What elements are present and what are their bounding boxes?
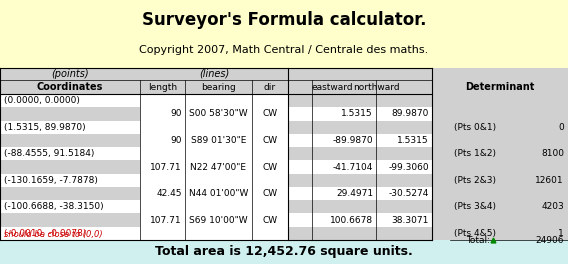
Text: 4203: 4203 [541, 202, 564, 211]
Text: S00 58'30"W: S00 58'30"W [189, 109, 248, 119]
Text: (1.5315, 89.9870): (1.5315, 89.9870) [4, 123, 86, 132]
Text: CW: CW [262, 163, 278, 172]
Text: eastward: eastward [311, 82, 353, 92]
Text: CW: CW [262, 136, 278, 145]
Bar [0, 68, 568, 240]
Text: 90: 90 [170, 136, 182, 145]
Bar [0, 121, 288, 134]
Text: (Pts 1&2): (Pts 1&2) [454, 149, 496, 158]
Text: 107.71: 107.71 [151, 163, 182, 172]
Text: Total area is 12,452.76 square units.: Total area is 12,452.76 square units. [155, 246, 413, 258]
Text: 90: 90 [170, 109, 182, 119]
Text: -99.3060: -99.3060 [389, 163, 429, 172]
Text: 29.4971: 29.4971 [336, 189, 373, 198]
Text: 24906: 24906 [536, 235, 564, 244]
Bar [140, 107, 288, 121]
Text: (0.0000, 0.0000): (0.0000, 0.0000) [4, 96, 80, 105]
Text: N22 47'00"E: N22 47'00"E [190, 163, 247, 172]
Text: (-100.6688, -38.3150): (-100.6688, -38.3150) [4, 202, 103, 211]
Bar [0, 200, 288, 214]
Text: Coordinates: Coordinates [37, 82, 103, 92]
Text: (Pts 2&3): (Pts 2&3) [454, 176, 496, 185]
Text: -30.5274: -30.5274 [389, 189, 429, 198]
Text: S89 01'30"E: S89 01'30"E [191, 136, 246, 145]
Text: 42.45: 42.45 [157, 189, 182, 198]
Text: 12601: 12601 [536, 176, 564, 185]
Text: Determinant: Determinant [465, 82, 534, 92]
Text: 107.71: 107.71 [151, 216, 182, 225]
Bar [140, 160, 288, 174]
Text: -41.7104: -41.7104 [333, 163, 373, 172]
Text: CW: CW [262, 216, 278, 225]
Text: -89.9870: -89.9870 [332, 136, 373, 145]
Text: 0: 0 [558, 123, 564, 132]
Text: bearing: bearing [201, 82, 236, 92]
Text: (Pts 0&1): (Pts 0&1) [454, 123, 496, 132]
Text: Total:: Total: [466, 235, 490, 244]
Text: N44 01'00"W: N44 01'00"W [189, 189, 248, 198]
Bar [0, 227, 288, 240]
Bar [288, 214, 432, 227]
Text: (-0.0010, -0.0078): (-0.0010, -0.0078) [4, 229, 86, 238]
Text: northward: northward [353, 82, 399, 92]
Bar [0, 147, 288, 160]
Text: (-88.4555, 91.5184): (-88.4555, 91.5184) [4, 149, 94, 158]
Text: (Pts 3&4): (Pts 3&4) [454, 202, 496, 211]
Bar [288, 134, 432, 147]
Text: CW: CW [262, 189, 278, 198]
Bar [288, 160, 432, 174]
Text: (lines): (lines) [199, 69, 229, 79]
Bar [0, 240, 568, 264]
Bar [140, 134, 288, 147]
Bar [0, 0, 568, 68]
Bar [140, 187, 288, 200]
Text: Surveyor's Formula calculator.: Surveyor's Formula calculator. [142, 11, 426, 29]
Text: 1: 1 [558, 229, 564, 238]
Text: 1.5315: 1.5315 [398, 136, 429, 145]
Bar [288, 107, 432, 121]
Text: CW: CW [262, 109, 278, 119]
Text: (points): (points) [51, 69, 89, 79]
Bar [0, 174, 288, 187]
Text: Copyright 2007, Math Central / Centrale des maths.: Copyright 2007, Math Central / Centrale … [139, 45, 429, 55]
Text: 1.5315: 1.5315 [341, 109, 373, 119]
Text: 100.6678: 100.6678 [330, 216, 373, 225]
Text: (-130.1659, -7.7878): (-130.1659, -7.7878) [4, 176, 98, 185]
Text: 8100: 8100 [541, 149, 564, 158]
Bar [288, 187, 432, 200]
Text: should be close to (0,0): should be close to (0,0) [4, 230, 103, 239]
Bar [140, 214, 288, 227]
Text: S69 10'00"W: S69 10'00"W [189, 216, 248, 225]
Text: 38.3071: 38.3071 [391, 216, 429, 225]
Text: length: length [148, 82, 177, 92]
Text: (Pts 4&5): (Pts 4&5) [454, 229, 496, 238]
Text: dir: dir [264, 82, 276, 92]
Bar [0, 94, 288, 107]
Text: 89.9870: 89.9870 [391, 109, 429, 119]
